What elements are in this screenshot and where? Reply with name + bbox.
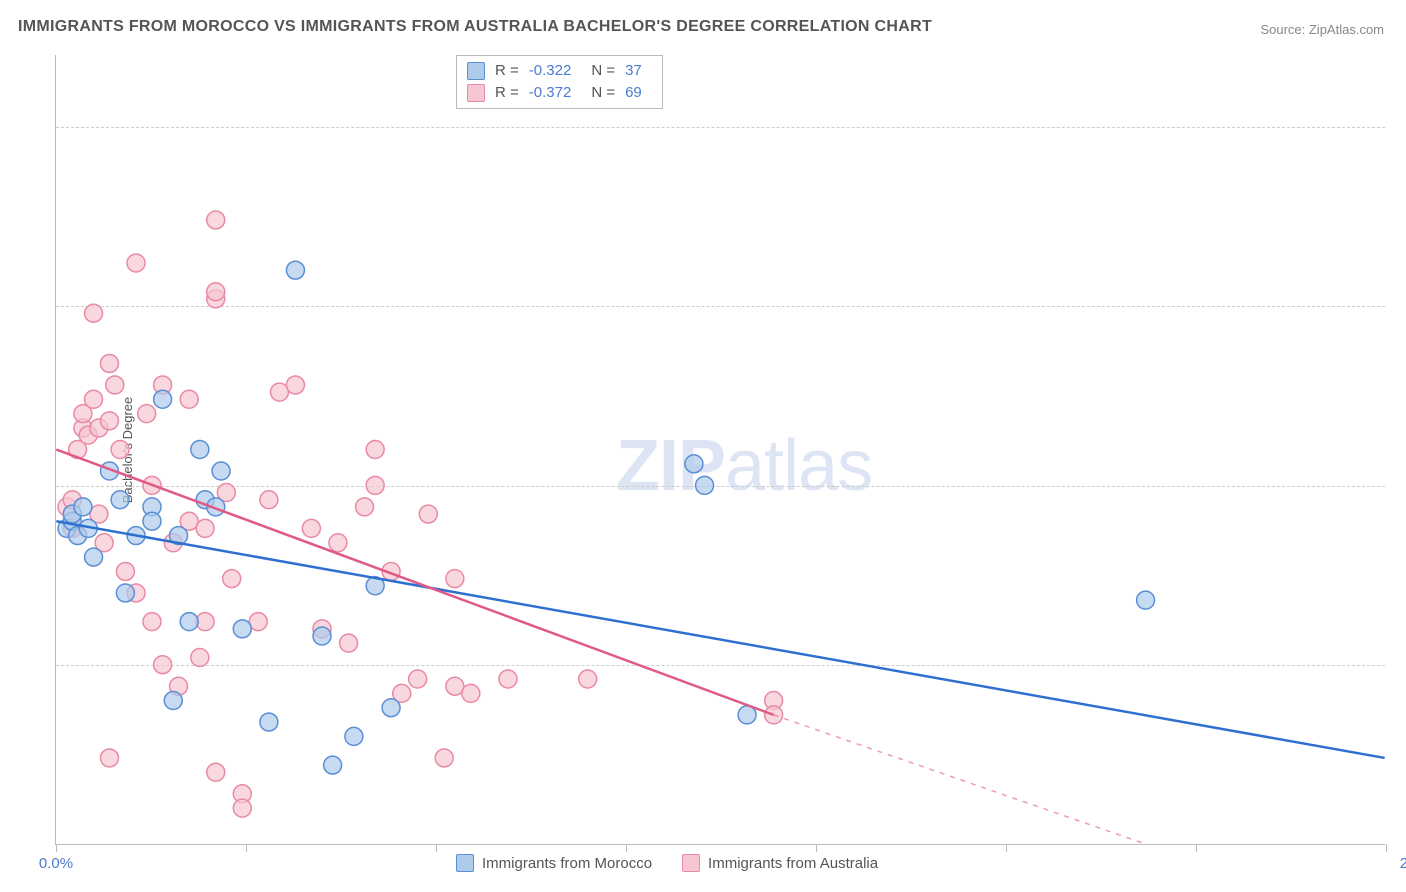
bottom-legend-morocco: Immigrants from Morocco xyxy=(456,854,652,872)
swatch-morocco-icon xyxy=(456,854,474,872)
legend-r-value: -0.322 xyxy=(529,60,572,82)
y-tick-label: 25.0% xyxy=(1395,657,1406,674)
source-label: Source: ZipAtlas.com xyxy=(1260,22,1384,37)
correlation-legend: R = -0.322 N = 37 R = -0.372 N = 69 xyxy=(456,55,663,109)
bottom-legend-australia: Immigrants from Australia xyxy=(682,854,878,872)
plot-area: Bachelor's Degree ZIPatlas 25.0%50.0%75.… xyxy=(55,55,1385,845)
y-tick-label: 75.0% xyxy=(1395,298,1406,315)
legend-row-morocco: R = -0.322 N = 37 xyxy=(467,60,652,82)
y-tick-label: 100.0% xyxy=(1395,118,1406,135)
legend-n-label: N = xyxy=(591,82,615,104)
bottom-legend: Immigrants from Morocco Immigrants from … xyxy=(456,854,878,872)
y-tick-label: 50.0% xyxy=(1395,477,1406,494)
x-tick-label: 25.0% xyxy=(1400,855,1406,872)
swatch-australia xyxy=(467,84,485,102)
legend-n-label: N = xyxy=(591,60,615,82)
watermark: ZIPatlas xyxy=(616,425,872,507)
chart-svg xyxy=(56,55,1385,844)
watermark-light: atlas xyxy=(725,426,872,506)
bottom-legend-label: Immigrants from Australia xyxy=(708,855,878,872)
legend-row-australia: R = -0.372 N = 69 xyxy=(467,82,652,104)
x-tick-label: 0.0% xyxy=(39,855,73,872)
legend-r-label: R = xyxy=(495,60,519,82)
legend-r-label: R = xyxy=(495,82,519,104)
watermark-bold: ZIP xyxy=(616,426,725,506)
swatch-morocco xyxy=(467,62,485,80)
legend-n-value: 37 xyxy=(625,60,642,82)
swatch-australia-icon xyxy=(682,854,700,872)
bottom-legend-label: Immigrants from Morocco xyxy=(482,855,652,872)
legend-n-value: 69 xyxy=(625,82,642,104)
chart-title: IMMIGRANTS FROM MOROCCO VS IMMIGRANTS FR… xyxy=(18,18,932,36)
legend-r-value: -0.372 xyxy=(529,82,572,104)
